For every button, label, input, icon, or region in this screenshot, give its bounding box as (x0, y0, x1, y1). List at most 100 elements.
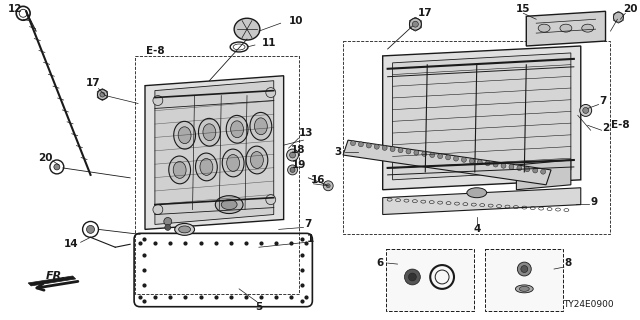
Ellipse shape (250, 112, 272, 140)
Ellipse shape (222, 149, 244, 177)
Ellipse shape (520, 286, 529, 291)
Ellipse shape (582, 24, 594, 32)
Circle shape (54, 164, 60, 170)
Circle shape (541, 169, 546, 174)
Circle shape (358, 142, 364, 147)
Text: 12: 12 (8, 4, 22, 14)
Circle shape (485, 161, 490, 166)
Circle shape (583, 108, 589, 113)
Text: 1: 1 (307, 234, 314, 244)
Polygon shape (526, 11, 605, 46)
Text: 13: 13 (299, 128, 314, 138)
Text: 19: 19 (291, 160, 306, 170)
Text: 20: 20 (38, 153, 52, 163)
Ellipse shape (515, 285, 533, 293)
Ellipse shape (255, 118, 268, 135)
Circle shape (414, 150, 419, 155)
Circle shape (323, 181, 333, 191)
Circle shape (374, 144, 380, 149)
Circle shape (153, 96, 163, 106)
Ellipse shape (200, 158, 213, 175)
Text: 20: 20 (623, 4, 637, 14)
Text: 14: 14 (63, 239, 78, 249)
Ellipse shape (246, 146, 268, 174)
Ellipse shape (538, 24, 550, 32)
Ellipse shape (467, 188, 486, 198)
Text: FR.: FR. (45, 271, 66, 281)
Circle shape (580, 105, 591, 116)
Polygon shape (28, 276, 76, 286)
Circle shape (493, 162, 498, 167)
Circle shape (382, 145, 387, 150)
Circle shape (97, 90, 108, 100)
Circle shape (390, 147, 395, 152)
Circle shape (287, 165, 298, 175)
Polygon shape (343, 140, 551, 185)
Ellipse shape (179, 226, 191, 233)
Circle shape (454, 156, 458, 161)
Circle shape (287, 149, 298, 161)
Circle shape (445, 155, 451, 160)
Circle shape (501, 163, 506, 168)
Ellipse shape (173, 162, 186, 178)
Text: 17: 17 (418, 8, 433, 18)
Circle shape (509, 164, 514, 169)
Polygon shape (145, 76, 284, 229)
Circle shape (614, 12, 623, 22)
Circle shape (532, 168, 538, 173)
Ellipse shape (221, 200, 237, 210)
Circle shape (266, 195, 276, 204)
Circle shape (100, 92, 105, 97)
Ellipse shape (173, 121, 195, 149)
Circle shape (165, 224, 171, 230)
Polygon shape (392, 53, 571, 180)
Circle shape (86, 225, 95, 233)
Text: 15: 15 (516, 4, 531, 14)
Circle shape (289, 152, 296, 158)
Circle shape (153, 204, 163, 214)
Text: 10: 10 (289, 16, 304, 26)
Circle shape (266, 88, 276, 98)
Circle shape (290, 167, 295, 172)
Circle shape (408, 273, 417, 281)
Circle shape (521, 266, 528, 273)
Circle shape (366, 143, 371, 148)
Circle shape (406, 149, 411, 154)
Ellipse shape (234, 18, 260, 40)
Text: 11: 11 (262, 38, 276, 48)
Text: TY24E0900: TY24E0900 (563, 300, 614, 309)
Ellipse shape (215, 196, 243, 213)
Ellipse shape (175, 223, 195, 235)
Circle shape (410, 18, 421, 30)
Ellipse shape (560, 24, 572, 32)
Text: 16: 16 (311, 175, 326, 185)
Ellipse shape (198, 118, 220, 146)
Circle shape (398, 148, 403, 153)
Circle shape (429, 153, 435, 157)
Ellipse shape (203, 124, 216, 141)
Circle shape (422, 151, 427, 156)
Circle shape (461, 157, 467, 162)
Circle shape (351, 141, 355, 146)
Text: E-8: E-8 (145, 46, 164, 56)
FancyBboxPatch shape (386, 249, 474, 311)
Circle shape (164, 218, 172, 225)
Text: 2: 2 (602, 123, 609, 133)
Text: 5: 5 (255, 302, 262, 312)
Polygon shape (516, 160, 571, 190)
Text: 9: 9 (590, 196, 597, 207)
Circle shape (326, 184, 330, 188)
Circle shape (469, 158, 474, 164)
Text: 8: 8 (564, 258, 572, 268)
Text: 3: 3 (335, 147, 342, 157)
Circle shape (412, 21, 419, 27)
FancyBboxPatch shape (484, 249, 563, 311)
Ellipse shape (227, 155, 239, 172)
Ellipse shape (178, 127, 191, 144)
Text: 7: 7 (305, 220, 312, 229)
Text: 18: 18 (291, 145, 306, 155)
Circle shape (438, 154, 443, 159)
Circle shape (404, 269, 420, 285)
Polygon shape (155, 81, 274, 224)
Circle shape (517, 262, 531, 276)
